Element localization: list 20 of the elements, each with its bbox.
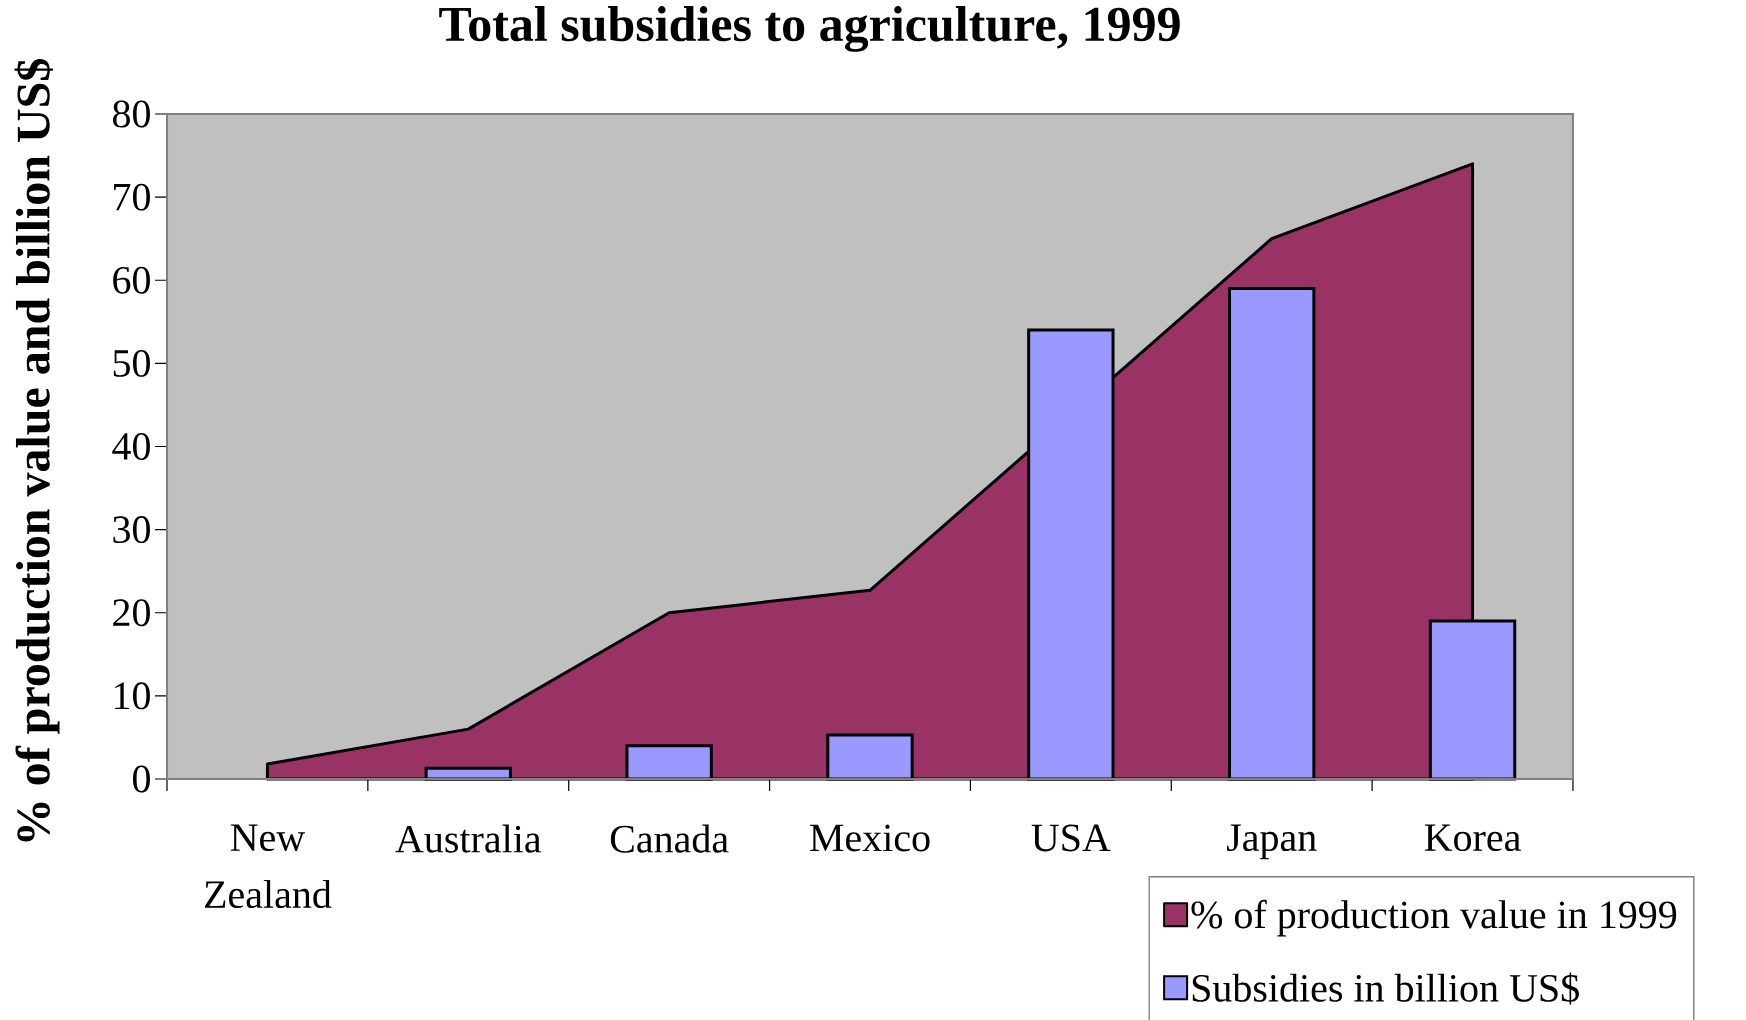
x-tick-label: Korea bbox=[1424, 824, 1521, 852]
x-tick-label: Japan bbox=[1227, 824, 1317, 860]
y-tick-label: 10 bbox=[114, 682, 150, 710]
x-tick-label: New Zealand bbox=[204, 824, 332, 909]
y-tick-label: 80 bbox=[113, 100, 150, 128]
y-tick-label: 50 bbox=[113, 349, 150, 377]
y-tick-label: 20 bbox=[113, 599, 150, 627]
chart-title: Total subsidies to agriculture, 1999 bbox=[439, 6, 1180, 52]
y-axis-title: % of production value and billion US$ bbox=[14, 59, 60, 842]
y-tick-label: 0 bbox=[133, 765, 150, 793]
y-tick-label: 30 bbox=[113, 516, 150, 544]
x-tick-label: Mexico bbox=[810, 824, 930, 852]
x-tick-label: USA bbox=[1031, 824, 1111, 852]
x-tick-label: Australia bbox=[395, 824, 542, 853]
x-tick-label: Canada bbox=[610, 824, 729, 853]
y-tick-label: 70 bbox=[114, 183, 150, 211]
y-tick-label: 40 bbox=[112, 433, 150, 460]
legend-label: Subsidies in billion US$ bbox=[1192, 972, 1579, 1005]
legend-label: % of production value in 1999 bbox=[1191, 899, 1677, 937]
y-tick-label: 60 bbox=[113, 266, 150, 294]
